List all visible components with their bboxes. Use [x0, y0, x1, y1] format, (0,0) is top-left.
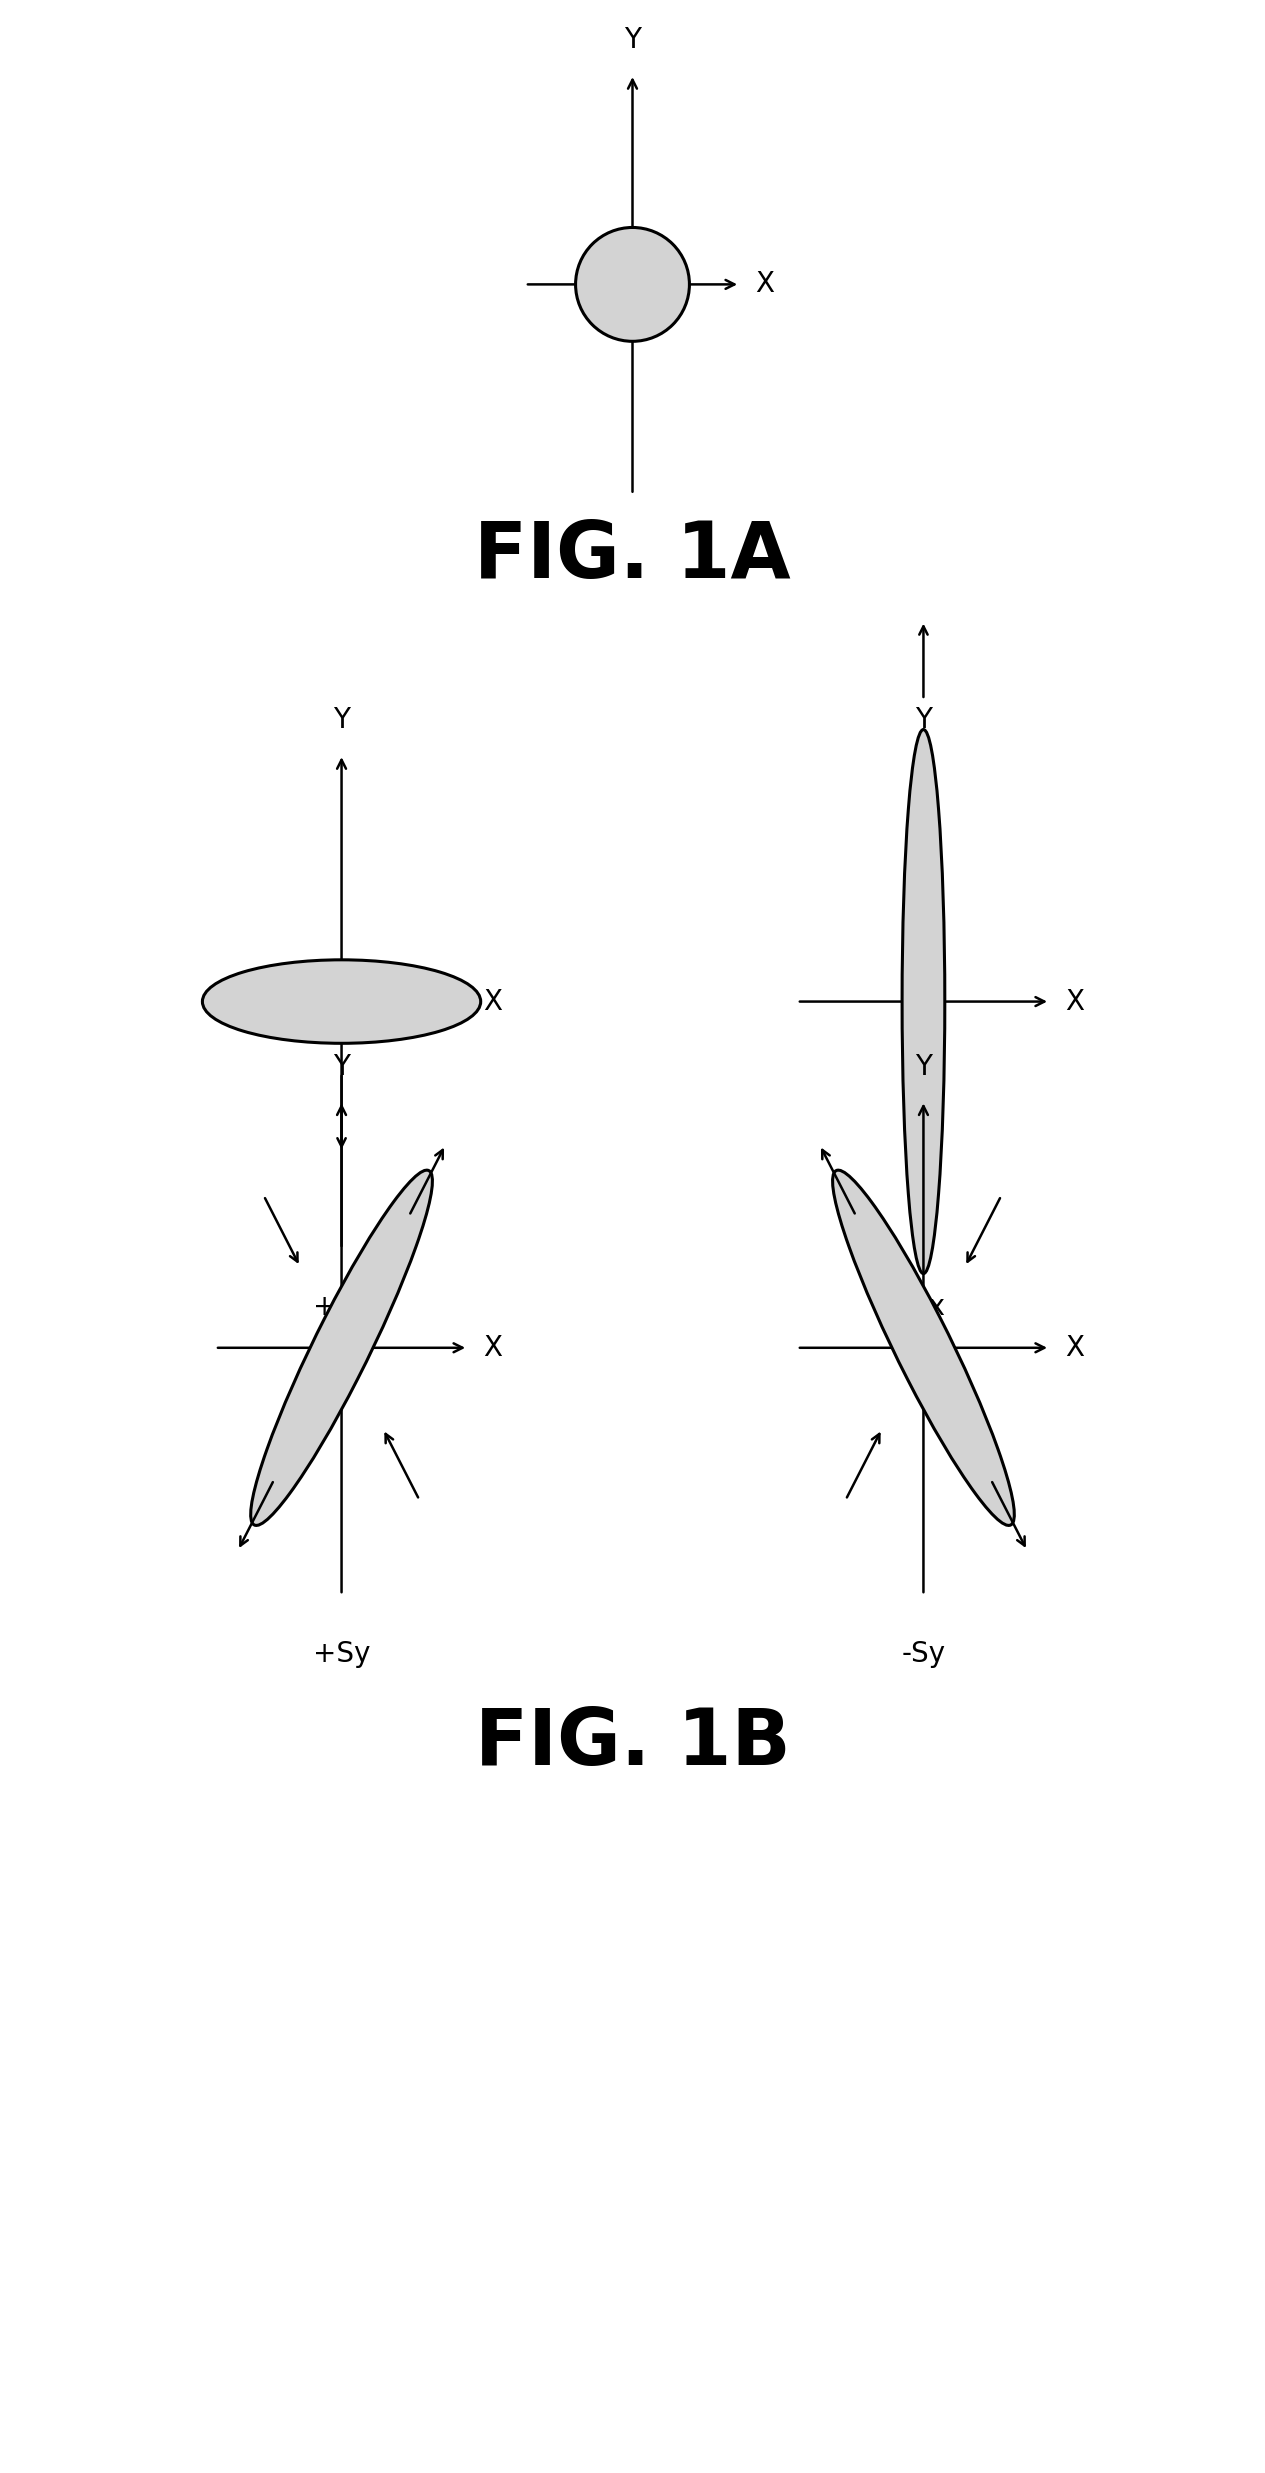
Text: X: X	[483, 987, 502, 1016]
Ellipse shape	[902, 730, 945, 1274]
Text: -Sy: -Sy	[902, 1640, 945, 1667]
Ellipse shape	[576, 228, 689, 341]
Text: X: X	[1065, 987, 1084, 1016]
Text: -Sx: -Sx	[902, 1293, 945, 1321]
Text: +Sx: +Sx	[312, 1293, 371, 1321]
Text: FIG. 1B: FIG. 1B	[474, 1706, 791, 1781]
Text: +Sy: +Sy	[312, 1640, 371, 1667]
Text: X: X	[483, 1333, 502, 1363]
Text: Y: Y	[915, 707, 932, 734]
Text: FIG. 1A: FIG. 1A	[474, 519, 791, 594]
Ellipse shape	[832, 1170, 1015, 1526]
Text: Y: Y	[624, 27, 641, 54]
Text: Y: Y	[333, 1053, 350, 1081]
Text: Y: Y	[333, 707, 350, 734]
Ellipse shape	[202, 960, 481, 1044]
Text: Y: Y	[915, 1053, 932, 1081]
Ellipse shape	[250, 1170, 433, 1526]
Text: X: X	[755, 270, 774, 299]
Text: X: X	[1065, 1333, 1084, 1363]
